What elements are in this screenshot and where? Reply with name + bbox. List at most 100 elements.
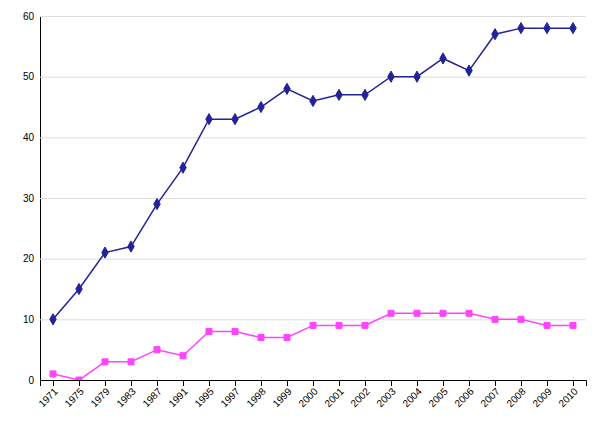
series-marker xyxy=(388,71,394,82)
x-tick-mark xyxy=(417,380,418,386)
series-marker xyxy=(570,322,576,328)
series-marker xyxy=(50,371,56,377)
series-marker xyxy=(258,335,264,341)
series-line xyxy=(53,28,573,319)
series-marker xyxy=(518,23,524,34)
x-tick-mark xyxy=(105,380,106,386)
x-tick: 2007 xyxy=(478,380,502,409)
x-tick-mark xyxy=(157,380,158,386)
x-tick: 2002 xyxy=(348,380,372,409)
y-tick-label: 60 xyxy=(23,11,35,22)
x-tick: 2010 xyxy=(556,380,580,409)
x-tick-mark xyxy=(287,380,288,386)
series-marker xyxy=(232,114,238,125)
x-tick: 1983 xyxy=(114,380,138,409)
y-tick-label: 30 xyxy=(23,193,35,204)
y-tick-label: 50 xyxy=(23,71,35,82)
y-tick: 30 xyxy=(23,193,586,204)
x-tick-mark xyxy=(313,380,314,386)
x-tick-label: 2007 xyxy=(478,385,502,409)
series-marker xyxy=(466,65,472,76)
x-tick-mark xyxy=(521,380,522,386)
series-marker xyxy=(518,316,524,322)
grid-line xyxy=(40,198,586,199)
series-marker xyxy=(336,89,342,100)
x-tick: 1999 xyxy=(270,380,294,409)
plot: 0102030405060197119751979198319871991199… xyxy=(23,11,587,409)
x-tick-label: 2000 xyxy=(296,385,320,409)
x-tick: 2006 xyxy=(452,380,476,409)
y-tick-label: 0 xyxy=(28,375,34,386)
y-axis-line xyxy=(41,17,587,381)
x-tick-label: 2006 xyxy=(452,385,476,409)
x-axis-line xyxy=(41,381,587,387)
chart: 0102030405060197119751979198319871991199… xyxy=(0,0,602,432)
y-tick-label: 10 xyxy=(23,314,35,325)
series-marker xyxy=(128,359,134,365)
series-marker xyxy=(362,322,368,328)
x-tick-label: 1999 xyxy=(270,385,294,409)
x-tick: 2000 xyxy=(296,380,320,409)
x-tick-label: 1997 xyxy=(218,385,242,409)
x-tick-label: 1998 xyxy=(244,385,268,409)
x-tick-mark xyxy=(391,380,392,386)
series-marker xyxy=(362,89,368,100)
x-axis: 1971197519791983198719911995199719981999… xyxy=(36,380,586,409)
series-marker xyxy=(102,247,108,258)
series-marker xyxy=(154,198,160,209)
x-tick-mark xyxy=(469,380,470,386)
grid-line xyxy=(40,137,586,138)
series-marker xyxy=(102,359,108,365)
series-marker xyxy=(258,101,264,112)
series-marker xyxy=(414,71,420,82)
x-tick-mark xyxy=(131,380,132,386)
x-tick-label: 2009 xyxy=(530,385,554,409)
x-tick-label: 2005 xyxy=(426,385,450,409)
series-marker xyxy=(492,29,498,40)
series-marker xyxy=(492,316,498,322)
series-marker xyxy=(206,114,212,125)
x-tick-mark xyxy=(339,380,340,386)
x-tick-label: 2002 xyxy=(348,385,372,409)
x-tick: 1997 xyxy=(218,380,242,409)
series-marker xyxy=(544,23,550,34)
x-tick: 2005 xyxy=(426,380,450,409)
series-marker xyxy=(206,328,212,334)
x-tick-label: 1979 xyxy=(88,385,112,409)
x-tick-label: 2008 xyxy=(504,385,528,409)
series-marker xyxy=(570,23,576,34)
x-tick: 1991 xyxy=(166,380,190,409)
series-marker xyxy=(466,310,472,316)
x-tick: 1998 xyxy=(244,380,268,409)
y-tick-label: 40 xyxy=(23,132,35,143)
series-marker xyxy=(310,95,316,106)
x-tick-label: 2001 xyxy=(322,385,346,409)
x-tick-label: 1975 xyxy=(62,385,86,409)
series-marker xyxy=(50,314,56,325)
x-tick: 1987 xyxy=(140,380,164,409)
y-tick: 50 xyxy=(23,71,586,82)
series-line xyxy=(53,313,573,380)
series-marker xyxy=(336,322,342,328)
series-marker xyxy=(128,241,134,252)
x-tick-mark xyxy=(547,380,548,386)
marks xyxy=(50,23,576,380)
x-tick: 2004 xyxy=(400,380,424,409)
x-tick-label: 2004 xyxy=(400,385,424,409)
series-marker xyxy=(440,310,446,316)
x-tick-mark xyxy=(261,380,262,386)
series-marker xyxy=(180,162,186,173)
grid-line xyxy=(40,16,586,17)
series-marker xyxy=(310,322,316,328)
y-tick-label: 20 xyxy=(23,253,35,264)
x-tick-mark xyxy=(183,380,184,386)
y-axis: 0 10 20 30 40 50 60 xyxy=(23,11,586,386)
x-tick-label: 1971 xyxy=(36,385,60,409)
series-marker xyxy=(388,310,394,316)
x-tick: 1971 xyxy=(36,380,60,409)
x-tick-mark xyxy=(53,380,54,386)
x-tick-label: 2003 xyxy=(374,385,398,409)
x-tick-mark xyxy=(573,380,574,386)
grid-line xyxy=(40,77,586,78)
y-tick: 0 xyxy=(28,375,586,386)
